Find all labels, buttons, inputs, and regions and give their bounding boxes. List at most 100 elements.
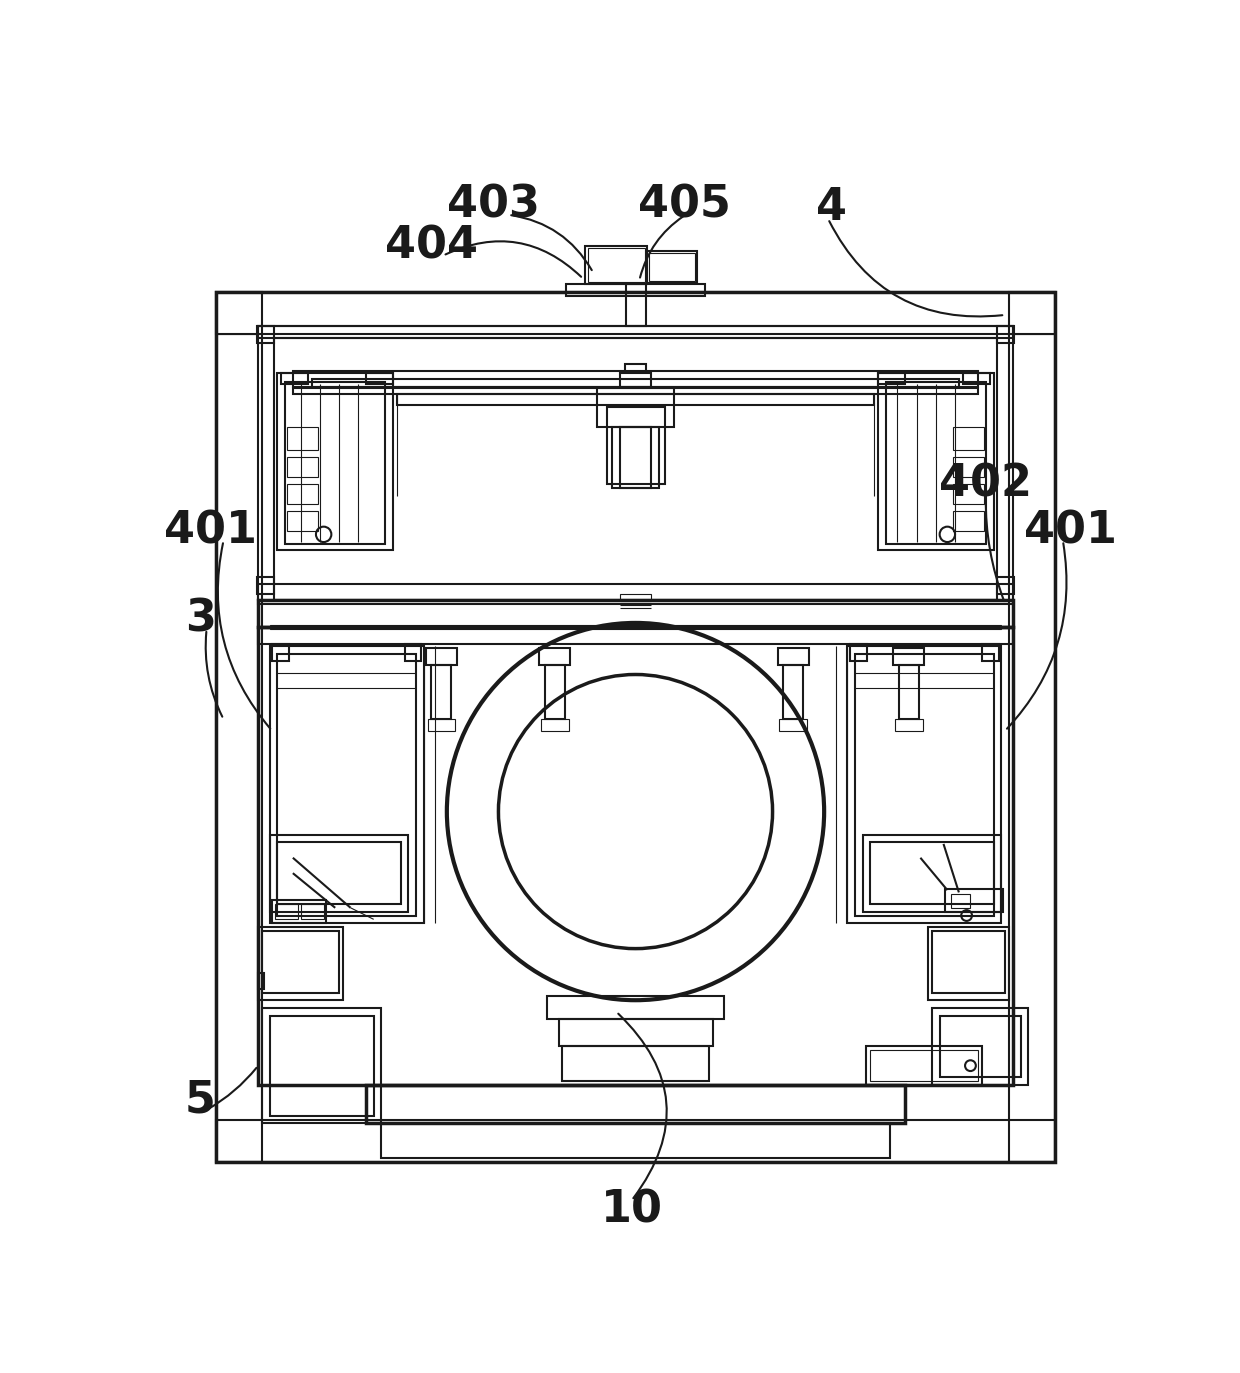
Text: 402: 402	[940, 463, 1033, 505]
Bar	[878, 372, 993, 549]
Bar	[216, 292, 1055, 334]
Bar	[932, 931, 1006, 993]
Bar	[288, 427, 319, 450]
Bar	[257, 327, 274, 343]
Bar	[541, 719, 568, 730]
Bar	[404, 644, 422, 660]
Bar	[894, 648, 924, 666]
Bar	[258, 327, 1013, 604]
Bar	[300, 903, 324, 920]
Bar	[952, 427, 983, 450]
Bar	[544, 666, 564, 719]
Bar	[847, 647, 1001, 923]
Bar	[885, 382, 986, 544]
Bar	[620, 595, 651, 600]
Bar	[650, 253, 694, 281]
Bar	[940, 1016, 1021, 1078]
Bar	[780, 719, 807, 730]
Bar	[366, 1085, 905, 1123]
Bar	[270, 647, 424, 923]
Bar	[288, 511, 319, 530]
Bar	[928, 927, 1009, 1000]
Bar	[278, 654, 417, 916]
Bar	[312, 379, 959, 387]
Text: 3: 3	[185, 597, 216, 641]
Bar	[272, 644, 289, 660]
Text: 401: 401	[164, 509, 257, 552]
Text: 403: 403	[446, 184, 539, 227]
Bar	[293, 371, 978, 387]
Bar	[620, 372, 651, 387]
Bar	[258, 626, 1013, 644]
Bar	[849, 644, 867, 660]
Bar	[647, 251, 697, 283]
Bar	[258, 600, 1013, 626]
Bar	[258, 585, 1013, 600]
Bar	[216, 1119, 1055, 1162]
Bar	[262, 931, 339, 993]
Bar	[951, 894, 971, 908]
Bar	[777, 648, 808, 666]
Bar	[870, 1050, 978, 1081]
Bar	[899, 666, 919, 719]
Bar	[932, 1008, 1028, 1085]
Bar	[275, 903, 299, 920]
Bar	[620, 427, 651, 489]
Bar	[625, 364, 646, 372]
Bar	[288, 457, 319, 476]
Bar	[945, 888, 1003, 912]
Bar	[784, 666, 804, 719]
Bar	[962, 372, 990, 384]
Bar	[1009, 292, 1055, 1162]
Text: 401: 401	[1024, 509, 1117, 552]
Bar	[613, 427, 658, 489]
Bar	[274, 338, 997, 600]
Bar	[563, 1046, 708, 1081]
Bar	[867, 1046, 982, 1085]
Bar	[257, 577, 274, 593]
Bar	[258, 973, 264, 989]
Bar	[258, 626, 1013, 1085]
Bar	[895, 719, 923, 730]
Bar	[258, 327, 1013, 338]
Bar	[285, 382, 386, 544]
Bar	[278, 843, 401, 903]
Bar	[293, 389, 978, 394]
Bar	[585, 246, 647, 284]
Text: 10: 10	[600, 1189, 662, 1232]
Bar	[281, 372, 309, 384]
Bar	[262, 1008, 382, 1123]
Bar	[952, 485, 983, 504]
Bar	[270, 625, 1001, 629]
Text: 404: 404	[384, 224, 477, 268]
Bar	[278, 372, 393, 549]
Bar	[588, 249, 645, 281]
Bar	[952, 511, 983, 530]
Bar	[382, 1123, 889, 1157]
Bar	[863, 835, 1001, 912]
Bar	[626, 284, 646, 327]
Bar	[854, 654, 993, 916]
Bar	[997, 577, 1014, 593]
Bar	[428, 719, 455, 730]
Bar	[272, 901, 326, 923]
Bar	[547, 997, 724, 1020]
Bar	[288, 485, 319, 504]
Text: 405: 405	[637, 184, 730, 227]
Bar	[427, 648, 456, 666]
Bar	[216, 292, 262, 1162]
Bar	[366, 372, 393, 384]
Bar	[216, 292, 1055, 1162]
Bar	[982, 644, 999, 660]
Bar	[270, 835, 408, 912]
Text: 4: 4	[816, 185, 847, 229]
Bar	[432, 666, 451, 719]
Bar	[539, 648, 570, 666]
Bar	[878, 372, 905, 384]
Bar	[952, 457, 983, 476]
Bar	[397, 394, 874, 405]
Bar	[558, 1020, 713, 1046]
Bar	[258, 927, 343, 1000]
Bar	[596, 389, 675, 427]
Bar	[997, 327, 1014, 343]
